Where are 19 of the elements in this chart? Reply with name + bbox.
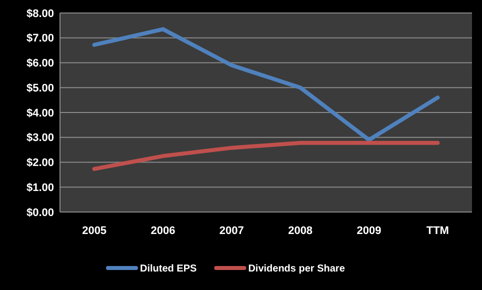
x-tick-label: 2006 <box>150 225 176 237</box>
x-tick-label: 2005 <box>82 225 107 237</box>
y-tick-label: $7.00 <box>26 32 54 45</box>
line-series <box>92 140 440 171</box>
x-tick-label: 2008 <box>288 225 313 237</box>
legend-label: Diluted EPS <box>140 264 198 274</box>
y-tick-label: $5.00 <box>26 82 54 94</box>
line-series <box>92 27 440 142</box>
y-tick-label: $8.00 <box>26 8 54 20</box>
legend-label: Dividends per Share <box>248 264 346 274</box>
y-tick-label: $2.00 <box>26 157 54 170</box>
y-tick-label: $0.00 <box>26 206 54 219</box>
x-tick-label: 2009 <box>356 225 382 237</box>
y-tick-label: $1.00 <box>26 182 54 194</box>
x-tick-label: 2007 <box>219 225 244 237</box>
y-tick-label: $4.00 <box>26 107 54 120</box>
x-tick-label: TTM <box>426 225 449 237</box>
y-tick-label: $6.00 <box>26 58 54 70</box>
y-tick-label: $3.00 <box>26 132 54 144</box>
